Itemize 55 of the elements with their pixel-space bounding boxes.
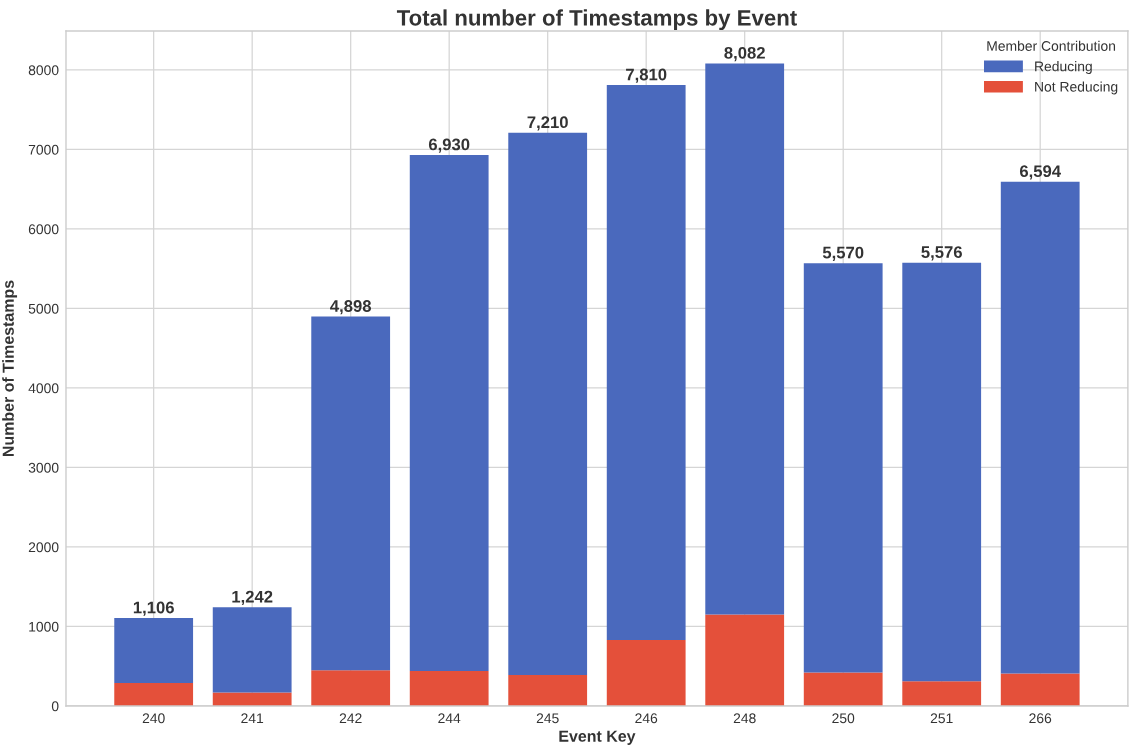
y-axis-title: Number of Timestamps (2, 280, 18, 457)
y-tick-label: 3000 (28, 462, 59, 473)
x-tick-label: 241 (241, 713, 264, 724)
x-tick-label: 246 (635, 713, 658, 724)
legend-label: Reducing (1035, 61, 1092, 75)
total-label: 5,576 (921, 246, 962, 261)
bar (508, 132, 588, 675)
bar (606, 640, 686, 706)
x-tick-label: 245 (536, 713, 559, 724)
y-tick-label: 0 (51, 701, 59, 712)
bar (1000, 673, 1080, 706)
x-tick-label: 240 (142, 713, 165, 724)
y-tick-label: 2000 (28, 542, 59, 553)
y-tick-label: 7000 (28, 144, 59, 155)
bar (508, 674, 588, 706)
total-label: 7,810 (626, 68, 667, 83)
x-tick-label: 250 (832, 713, 855, 724)
x-tick-label: 242 (339, 713, 362, 724)
bar (212, 692, 292, 706)
x-axis-title: Event Key (559, 730, 636, 745)
total-label: 1,242 (232, 590, 273, 605)
bar (114, 618, 194, 683)
bar (1000, 181, 1080, 674)
chart-title: Total number of Timestamps by Event (396, 9, 797, 31)
x-tick-label: 251 (930, 713, 953, 724)
bar (409, 155, 489, 672)
y-tick-label: 4000 (28, 383, 59, 394)
bar (114, 682, 194, 706)
x-tick-label: 266 (1029, 713, 1052, 724)
x-tick-label: 248 (733, 713, 756, 724)
y-tick-label: 8000 (28, 65, 59, 76)
bar (606, 85, 686, 641)
total-label: 6,930 (428, 138, 470, 153)
bar (902, 681, 982, 706)
bar (311, 670, 391, 706)
total-label: 8,082 (724, 46, 765, 62)
bar (212, 607, 292, 693)
bar (803, 672, 883, 706)
y-tick-label: 6000 (28, 224, 59, 235)
legend-title: Member Contribution (987, 40, 1116, 51)
y-tick-label: 1000 (29, 621, 59, 632)
bar (705, 63, 785, 615)
bar (311, 316, 391, 671)
total-label: 6,594 (1019, 165, 1061, 180)
y-tick-label: 5000 (28, 303, 59, 314)
legend-label: Not Reducing (1035, 81, 1118, 95)
bar (705, 614, 785, 706)
bar (409, 671, 489, 706)
total-label: 4,898 (330, 300, 372, 315)
total-label: 1,106 (133, 601, 174, 616)
bar (902, 262, 982, 682)
total-label: 7,210 (527, 116, 568, 131)
x-tick-label: 244 (438, 713, 461, 724)
total-label: 5,570 (822, 246, 864, 261)
bar (803, 263, 883, 673)
